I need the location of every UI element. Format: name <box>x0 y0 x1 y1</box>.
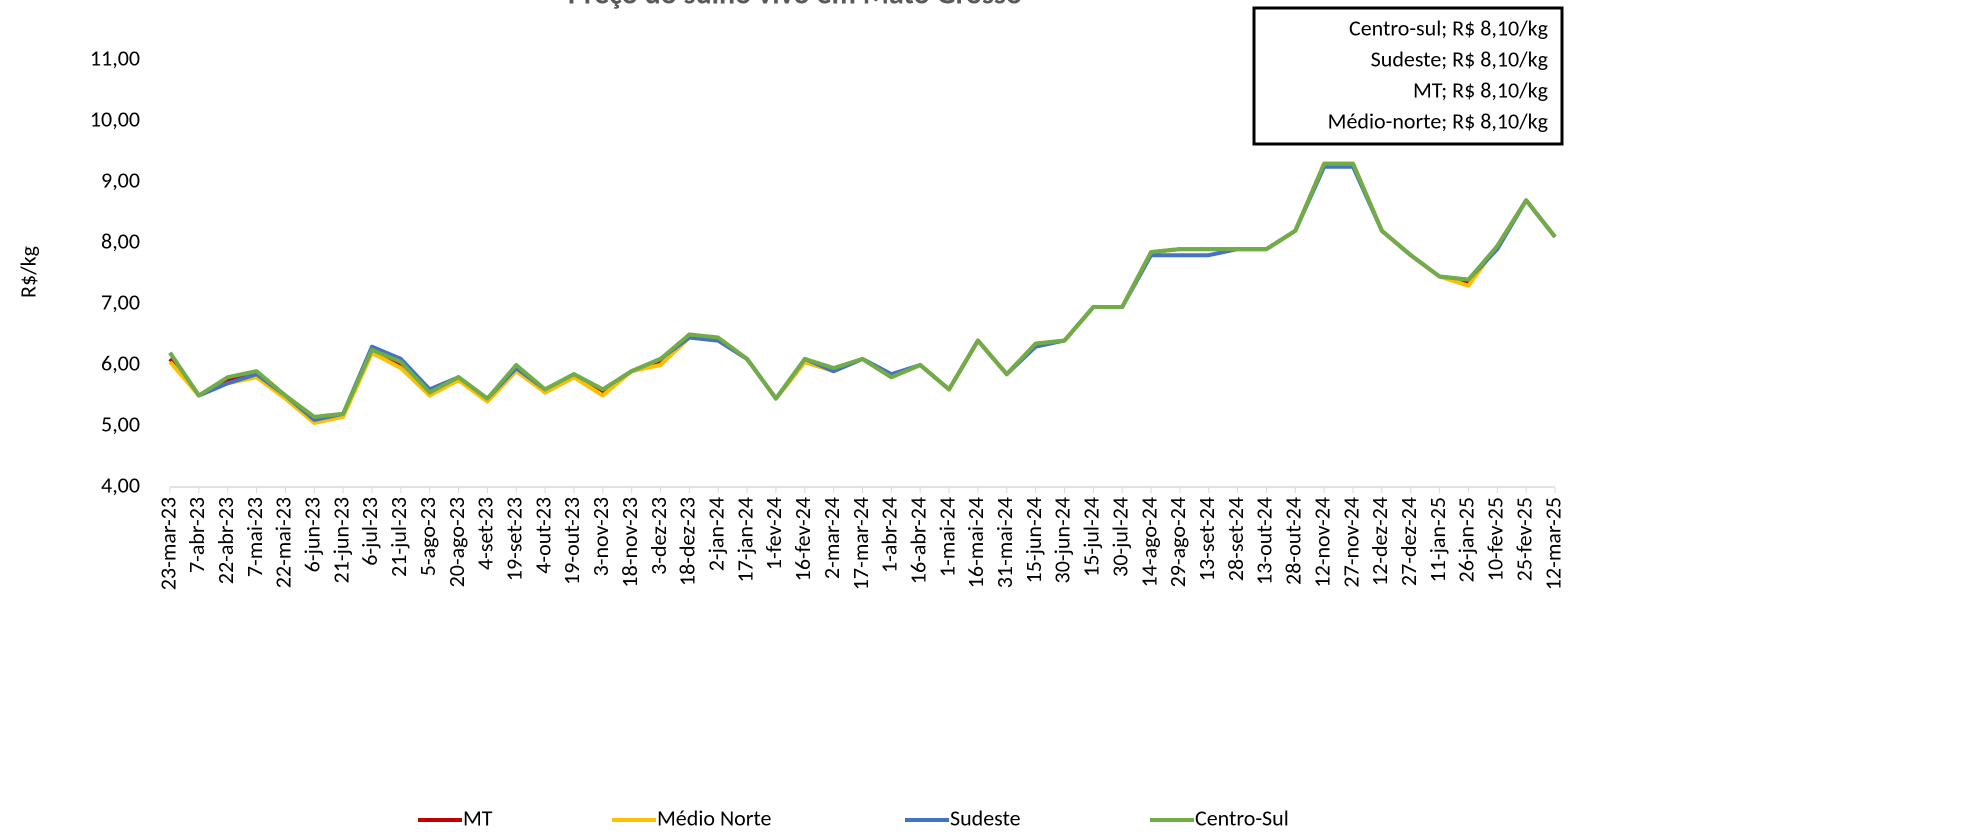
y-tick-label: 8,00 <box>101 227 140 254</box>
x-tick-label: 11-jan-25 <box>1424 497 1451 582</box>
x-tick-label: 27-nov-24 <box>1337 497 1364 588</box>
x-tick-label: 2-mar-24 <box>818 497 845 579</box>
x-tick-label: 19-set-23 <box>501 497 528 581</box>
x-tick-label: 1-abr-24 <box>876 497 903 573</box>
series-line <box>168 161 1557 422</box>
x-tick-label: 4-set-23 <box>472 497 499 570</box>
x-tick-label: 31-mai-24 <box>991 497 1018 588</box>
annotation: Sudeste; R$ 8,10/kg <box>1371 45 1548 72</box>
x-tick-label: 21-jul-23 <box>385 497 412 577</box>
annotation: MT; R$ 8,10/kg <box>1413 76 1548 103</box>
x-tick-label: 18-nov-23 <box>616 497 643 588</box>
x-tick-label: 15-jul-24 <box>1078 497 1105 577</box>
x-tick-label: 22-mai-23 <box>270 497 297 588</box>
x-tick-label: 7-abr-23 <box>183 497 210 573</box>
x-tick-label: 27-dez-24 <box>1395 497 1422 586</box>
y-axis-label: R$/kg <box>14 246 41 298</box>
x-tick-label: 10-fev-25 <box>1482 497 1509 581</box>
y-tick-label: 10,00 <box>90 105 140 132</box>
x-tick-label: 16-abr-24 <box>904 497 931 584</box>
y-tick-label: 5,00 <box>101 410 140 437</box>
x-tick-label: 13-set-24 <box>1193 497 1220 581</box>
x-tick-label: 4-out-23 <box>529 497 556 574</box>
x-tick-label: 19-out-23 <box>558 497 585 585</box>
x-tick-label: 18-dez-23 <box>674 497 701 586</box>
x-tick-label: 6-jun-23 <box>299 497 326 572</box>
x-tick-label: 26-jan-25 <box>1453 497 1480 582</box>
series-line <box>168 161 1557 425</box>
x-tick-label: 17-mar-24 <box>847 497 874 590</box>
x-tick-label: 30-jun-24 <box>1049 497 1076 583</box>
x-tick-label: 14-ago-24 <box>1135 497 1162 587</box>
x-tick-label: 12-nov-24 <box>1308 497 1335 588</box>
y-tick-label: 6,00 <box>101 349 140 376</box>
chart-title: Preço do suíno vivo em Mato Grosso <box>568 0 1022 12</box>
x-tick-label: 1-fev-24 <box>760 497 787 570</box>
x-tick-label: 12-dez-24 <box>1366 497 1393 586</box>
legend-label: Sudeste <box>950 804 1021 831</box>
legend-label: Centro-Sul <box>1195 804 1289 831</box>
x-tick-label: 16-mai-24 <box>962 497 989 588</box>
x-tick-label: 17-jan-24 <box>731 497 758 582</box>
x-tick-label: 7-mai-23 <box>241 497 268 577</box>
x-tick-label: 25-fev-25 <box>1510 497 1537 581</box>
x-tick-label: 30-jul-24 <box>1106 497 1133 577</box>
annotation: Médio-norte; R$ 8,10/kg <box>1328 107 1548 134</box>
series-line <box>168 161 1557 419</box>
x-tick-label: 28-out-24 <box>1280 497 1307 585</box>
x-tick-label: 16-fev-24 <box>789 497 816 581</box>
legend-label: MT <box>463 804 493 831</box>
x-tick-label: 6-jul-23 <box>356 497 383 566</box>
y-tick-label: 4,00 <box>101 471 140 498</box>
annotation: Centro-sul; R$ 8,10/kg <box>1349 14 1548 41</box>
series-line <box>168 164 1557 422</box>
x-tick-label: 3-dez-23 <box>645 497 672 575</box>
x-tick-label: 2-jan-24 <box>702 497 729 571</box>
annotation-box <box>1252 6 1564 146</box>
x-tick-label: 23-mar-23 <box>154 497 181 590</box>
y-tick-label: 7,00 <box>101 288 140 315</box>
x-tick-label: 15-jun-24 <box>1020 497 1047 583</box>
x-tick-label: 1-mai-24 <box>933 497 960 577</box>
x-tick-label: 3-nov-23 <box>587 497 614 576</box>
x-tick-label: 5-ago-23 <box>414 497 441 576</box>
x-tick-label: 20-ago-23 <box>443 497 470 587</box>
y-tick-label: 11,00 <box>90 44 140 71</box>
x-tick-label: 12-mar-25 <box>1539 497 1566 590</box>
legend-label: Médio Norte <box>657 804 772 831</box>
x-tick-label: 22-abr-23 <box>212 497 239 584</box>
x-tick-label: 13-out-24 <box>1251 497 1278 585</box>
x-tick-label: 29-ago-24 <box>1164 497 1191 587</box>
x-tick-label: 21-jun-23 <box>327 497 354 583</box>
x-tick-label: 28-set-24 <box>1222 497 1249 581</box>
y-tick-label: 9,00 <box>101 166 140 193</box>
